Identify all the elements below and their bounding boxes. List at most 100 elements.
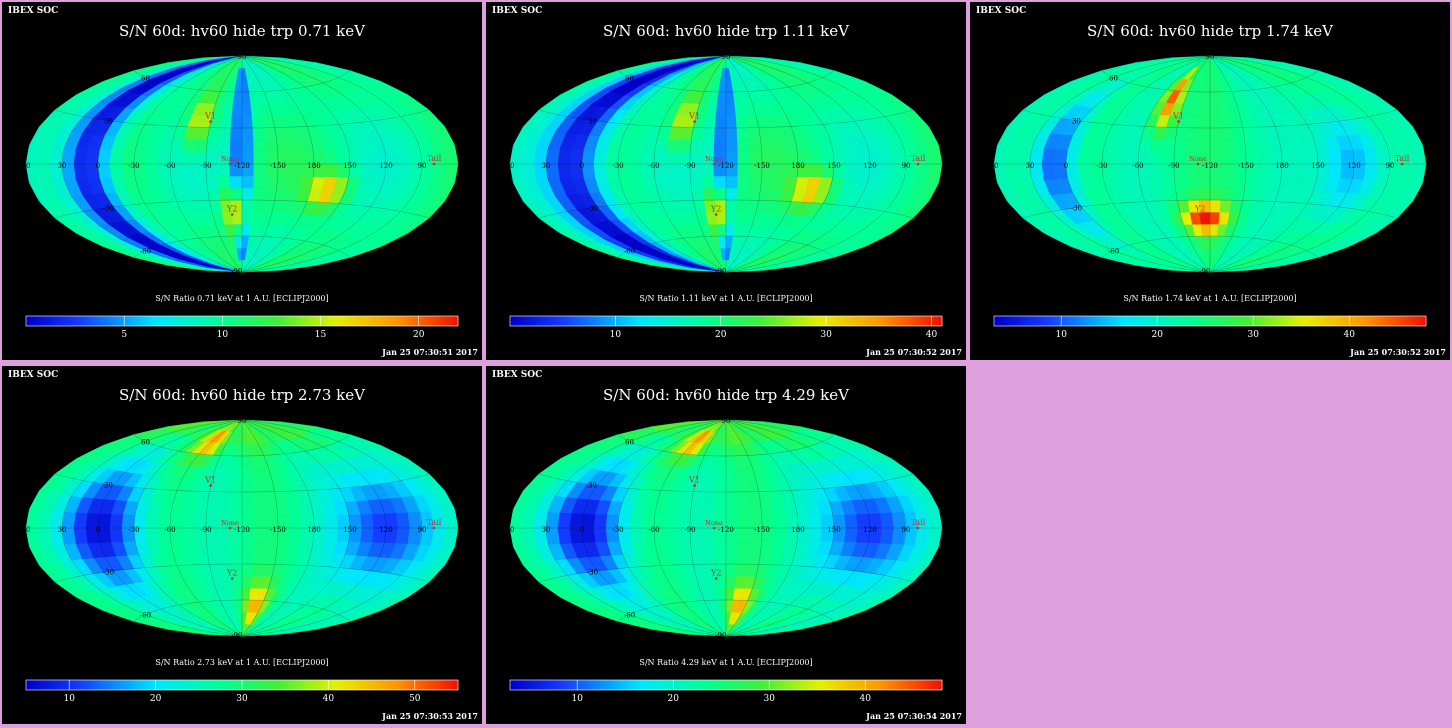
colorbar-segment bbox=[119, 316, 124, 326]
colorbar-segment bbox=[65, 316, 70, 326]
colorbar-segment bbox=[715, 316, 720, 326]
lon-tick-label: 0 bbox=[1064, 162, 1068, 170]
colorbar-segment bbox=[528, 316, 532, 326]
heatmap-cell bbox=[207, 127, 221, 141]
colorbar-segment bbox=[553, 680, 558, 690]
heatmap-cell bbox=[808, 514, 823, 529]
colorbar-segment bbox=[162, 680, 167, 690]
heatmap-cell bbox=[701, 175, 715, 189]
meridian-line bbox=[205, 419, 243, 637]
lon-tick-label: -90 bbox=[684, 526, 695, 534]
colorbar-segment bbox=[646, 316, 651, 326]
heatmap-cell bbox=[926, 144, 943, 165]
heatmap-cell bbox=[324, 527, 339, 542]
meridian-line bbox=[61, 419, 243, 637]
colorbar-segment bbox=[884, 316, 889, 326]
colorbar-segment bbox=[26, 680, 30, 690]
colorbar-subtitle: S/N Ratio 1.74 keV at 1 A.U. [ECLIPJ2000… bbox=[1123, 294, 1297, 303]
meridian-line bbox=[241, 419, 279, 637]
lon-tick-label: -120 bbox=[234, 526, 250, 534]
colorbar-segment bbox=[180, 680, 185, 690]
colorbar-segment bbox=[141, 316, 146, 326]
heatmap-cell bbox=[1198, 115, 1211, 129]
heatmap-cell bbox=[1209, 127, 1222, 141]
colorbar-segment bbox=[772, 316, 777, 326]
heatmap-cell bbox=[276, 539, 290, 553]
colorbar-segment bbox=[794, 316, 799, 326]
colorbar-segment bbox=[564, 316, 568, 326]
colorbar-segment bbox=[938, 680, 943, 690]
colorbar-segment bbox=[650, 680, 655, 690]
colorbar-segment bbox=[790, 316, 795, 326]
heatmap-cell bbox=[1220, 127, 1234, 141]
colorbar-segment bbox=[736, 680, 741, 690]
meridian-line bbox=[725, 55, 763, 273]
heatmap-cell bbox=[1186, 187, 1200, 201]
colorbar-segment bbox=[213, 316, 218, 326]
lon-tick-label: 30 bbox=[1026, 162, 1035, 170]
colorbar-segment bbox=[1267, 316, 1272, 326]
skymap-svg: 60 30 0 -30 -60 -90 -120 -150 180 150 120 90 60 30 -30… bbox=[506, 417, 943, 704]
colorbar-segment bbox=[1152, 316, 1157, 326]
colorbar-segment bbox=[1339, 316, 1344, 326]
colorbar-segment bbox=[450, 316, 455, 326]
colorbar-segment bbox=[1300, 316, 1304, 326]
lon-tick-label: 90 bbox=[902, 162, 911, 170]
lon-tick-label: 90 bbox=[902, 526, 911, 534]
colorbar-segment bbox=[198, 316, 203, 326]
heatmap-cell bbox=[702, 187, 716, 201]
skymap-svg: 60 30 0 -30 -60 -90 -120 -150 180 150 120 90 60 30 -30… bbox=[22, 53, 459, 340]
colorbar-segment bbox=[202, 680, 207, 690]
colorbar-segment bbox=[610, 316, 615, 326]
colorbar-segment bbox=[245, 680, 250, 690]
colorbar-segment bbox=[740, 680, 745, 690]
colorbar-segment bbox=[231, 680, 236, 690]
marker-tail-dot bbox=[916, 526, 920, 530]
colorbar-segment bbox=[1084, 316, 1088, 326]
parallel-line bbox=[54, 109, 430, 129]
lon-tick-label: 120 bbox=[863, 162, 876, 170]
colorbar-segment bbox=[997, 316, 1002, 326]
meridian-line bbox=[1209, 55, 1319, 273]
axis-labels: 60 30 0 -30 -60 -90 -120 -150 180 150 120 90 60 30 -30… bbox=[22, 53, 427, 275]
colorbar-frame bbox=[509, 315, 943, 327]
lon-tick-label: 0 bbox=[96, 162, 100, 170]
heatmap-cell bbox=[324, 150, 339, 165]
heatmap-cell bbox=[241, 103, 253, 117]
lon-tick-label: -120 bbox=[718, 162, 734, 170]
heatmap-cell bbox=[701, 503, 715, 517]
heatmap-cell bbox=[241, 199, 254, 213]
colorbar-segment bbox=[26, 316, 30, 326]
colorbar-segment bbox=[33, 316, 38, 326]
colorbar-segment bbox=[389, 680, 394, 690]
colorbar-segment bbox=[450, 680, 455, 690]
axis-labels: 60 30 0 -30 -60 -90 -120 -150 180 150 120 90 60 30 -30… bbox=[506, 417, 911, 639]
heatmap-cell bbox=[241, 491, 254, 505]
colorbar-segment bbox=[546, 316, 550, 326]
colorbar-segment bbox=[787, 316, 792, 326]
heatmap-cell bbox=[232, 455, 243, 469]
colorbar-segment bbox=[751, 316, 756, 326]
heatmap-cell bbox=[181, 163, 195, 177]
colorbar-segment bbox=[180, 316, 185, 326]
colorbar-segment bbox=[830, 316, 835, 326]
colorbar-segment bbox=[524, 680, 529, 690]
colorbar: 10 20 30 40 50 bbox=[25, 679, 459, 704]
colorbar-segment bbox=[672, 316, 676, 326]
heatmap-cell bbox=[679, 490, 694, 505]
heatmap-cell bbox=[736, 551, 750, 565]
heatmap-cell bbox=[1255, 138, 1270, 153]
heatmap-cell bbox=[737, 539, 751, 553]
colorbar-segment bbox=[913, 316, 918, 326]
colorbar-segment bbox=[350, 680, 354, 690]
colorbar-segment bbox=[668, 680, 673, 690]
heatmap-cell bbox=[264, 139, 278, 153]
marker-tail-dot bbox=[432, 526, 436, 530]
marker-y2-label: Y2 bbox=[710, 205, 721, 214]
heatmap-cell bbox=[195, 187, 210, 202]
heatmap-cell bbox=[1185, 175, 1199, 189]
heatmap-cell bbox=[109, 163, 124, 179]
colorbar-segment bbox=[1001, 316, 1006, 326]
lat-tick-label: -30 bbox=[587, 205, 598, 213]
colorbar-segment bbox=[231, 316, 236, 326]
